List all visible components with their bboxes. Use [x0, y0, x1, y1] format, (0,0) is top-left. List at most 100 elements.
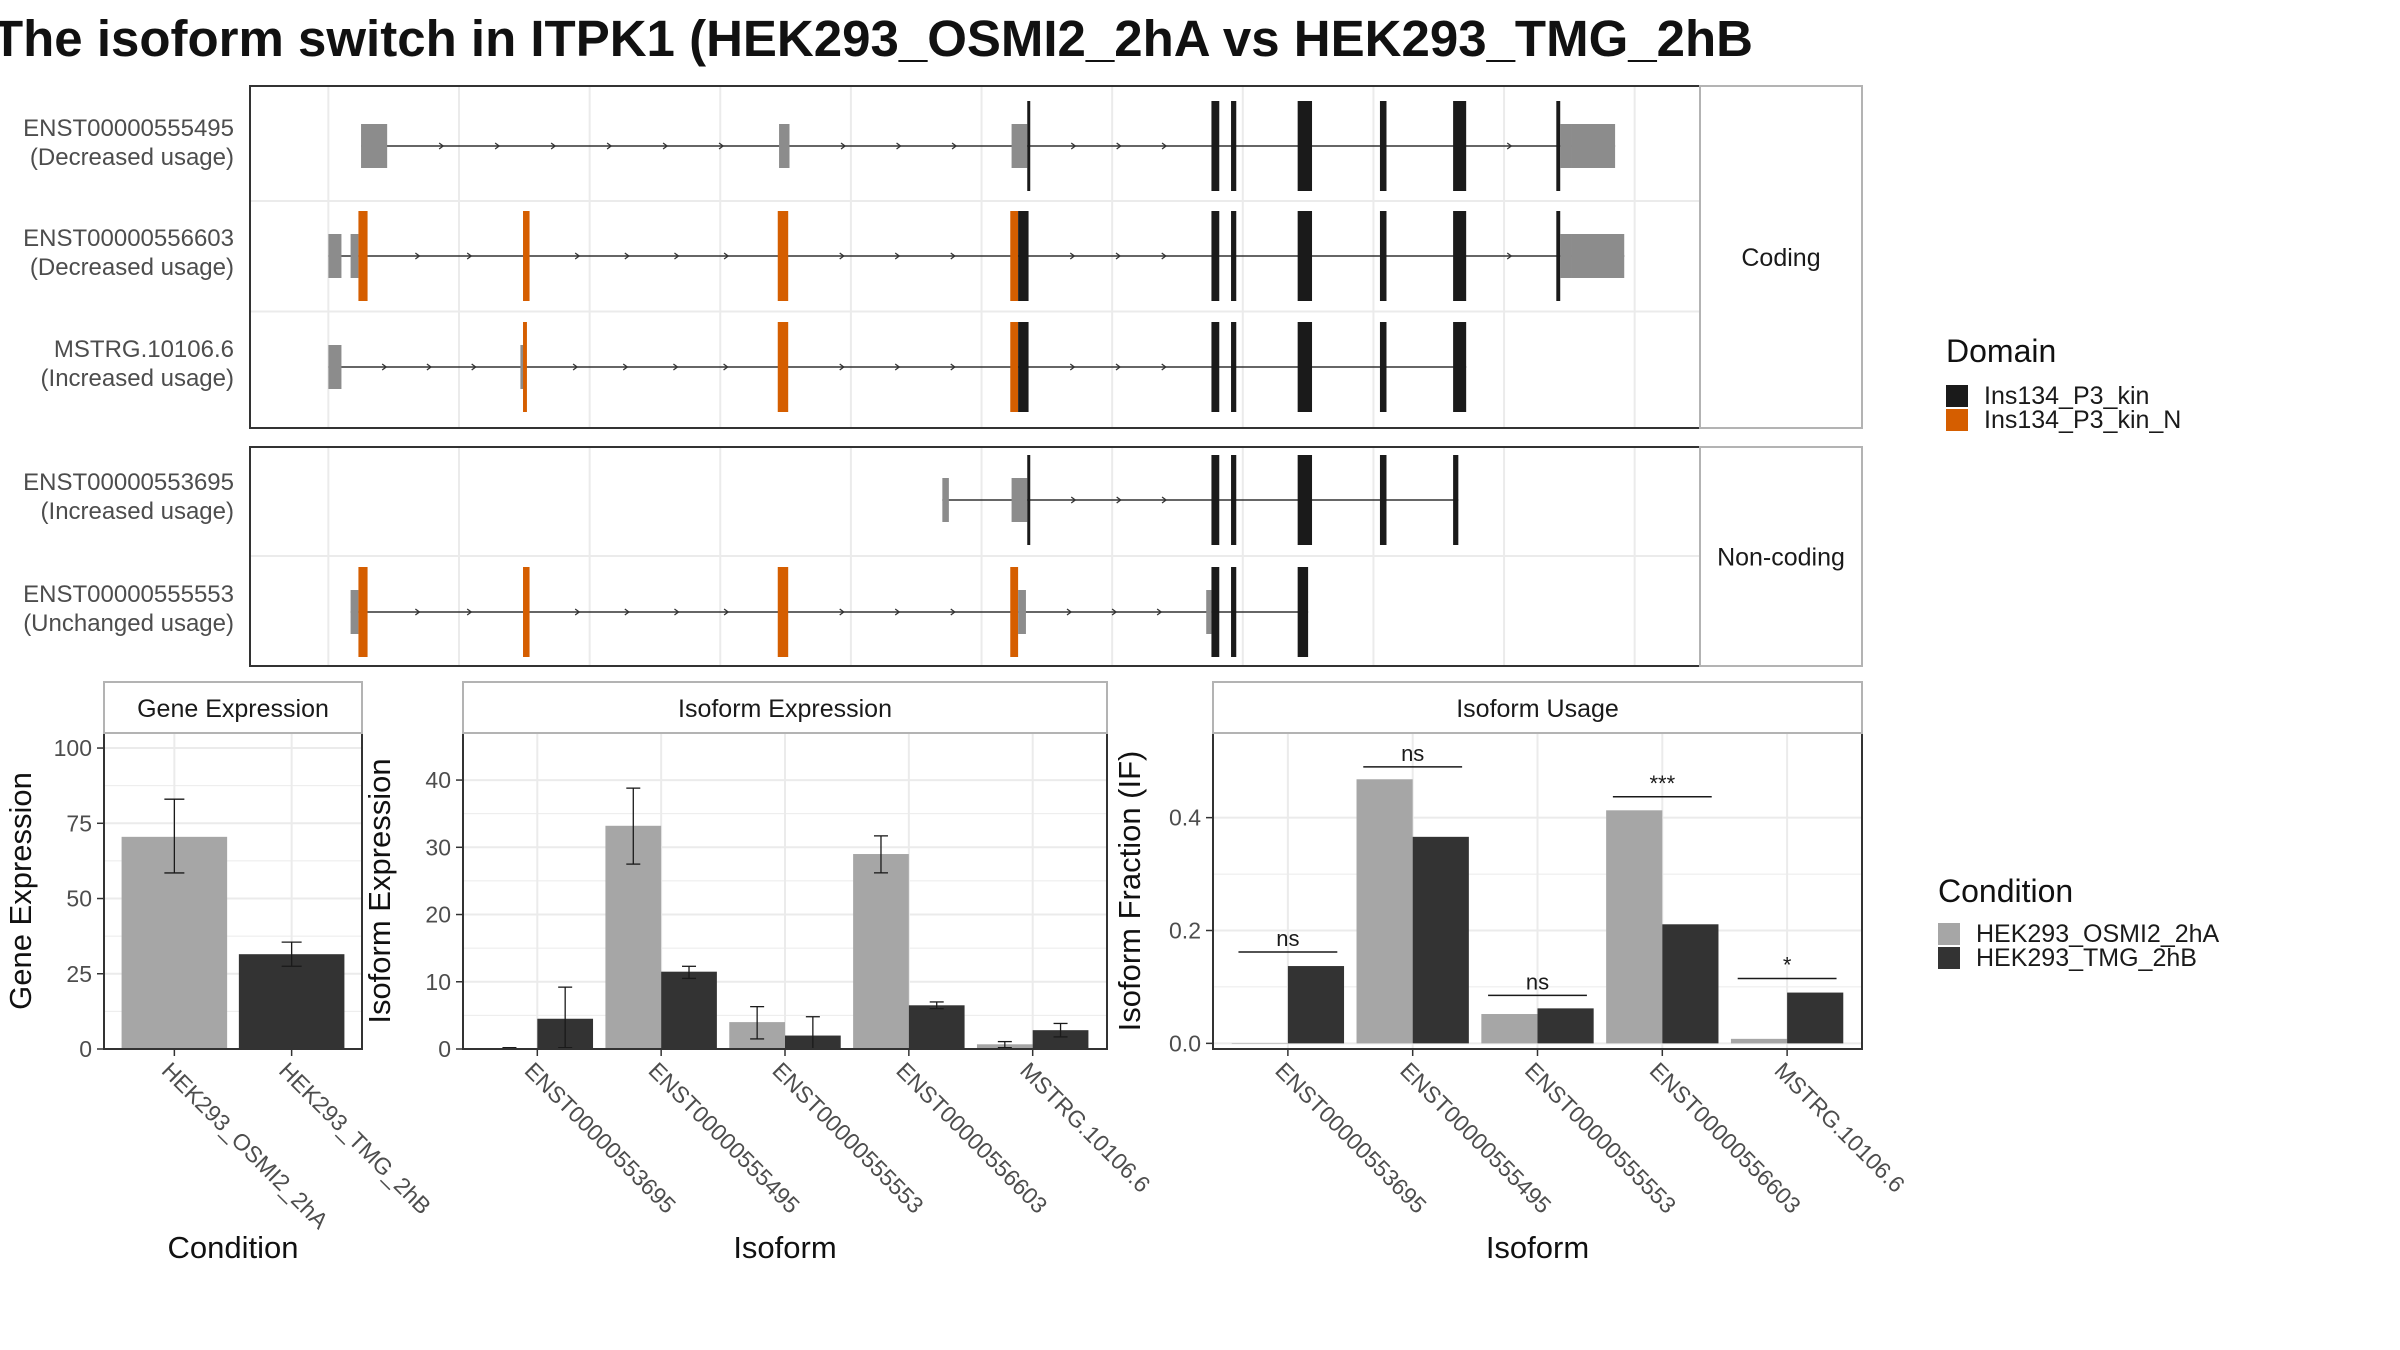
strand-arrow — [1116, 496, 1122, 504]
strand-arrow — [718, 142, 725, 150]
bar — [1787, 992, 1844, 1044]
exon-block — [523, 567, 530, 657]
exon-block — [350, 590, 359, 634]
bar — [1412, 836, 1469, 1044]
exon-block — [1560, 234, 1572, 278]
exon-block — [523, 322, 527, 412]
strand-arrow — [839, 363, 845, 371]
exon-block — [1297, 322, 1313, 412]
exon-block — [942, 478, 949, 522]
bar — [1537, 1008, 1594, 1044]
legend-label: HEK293_TMG_2hB — [1976, 944, 2197, 972]
exon-block — [328, 234, 342, 278]
strand-arrow — [723, 608, 730, 616]
facet-strip-label: Coding — [1741, 244, 1820, 272]
facet-strip — [1699, 85, 1863, 429]
transcript-row: ENST00000555553(Unchanged usage) — [23, 567, 1309, 657]
exon-block — [1206, 590, 1212, 634]
transcript-row: ENST00000555495(Decreased usage) — [23, 101, 1616, 191]
facet-strip-label: Isoform Expression — [678, 695, 892, 723]
legend-swatch — [1938, 947, 1960, 969]
exon-block — [1027, 455, 1031, 545]
strand-arrow — [662, 142, 669, 150]
bar — [1231, 1043, 1288, 1044]
exon-block — [777, 211, 789, 301]
transcript-row: ENST00000553695(Increased usage) — [23, 455, 1459, 545]
transcript-usage-label: (Increased usage) — [41, 365, 234, 392]
transcript-usage-label: (Decreased usage) — [30, 144, 234, 171]
legend-title: Domain — [1946, 333, 2056, 369]
strand-arrow — [1066, 608, 1073, 616]
bar — [1730, 1038, 1788, 1044]
exon-block — [1211, 455, 1220, 545]
strand-arrow — [381, 363, 388, 371]
y-tick-label: 30 — [425, 834, 451, 860]
strand-arrow — [624, 608, 630, 616]
y-axis-title: Isoform Expression — [362, 758, 397, 1023]
exon-block — [777, 322, 789, 412]
strand-arrow — [839, 252, 845, 260]
strand-arrow — [894, 363, 901, 371]
exon-block — [350, 234, 359, 278]
strand-arrow — [574, 608, 581, 616]
significance-label: ns — [1401, 741, 1424, 766]
facet-strip-label: Isoform Usage — [1456, 695, 1619, 723]
exon-block — [1231, 211, 1237, 301]
x-axis-title: Condition — [168, 1230, 299, 1265]
strand-arrow — [673, 363, 679, 371]
exon-block — [1379, 322, 1387, 412]
exon-block — [1453, 101, 1467, 191]
legend-swatch — [1938, 923, 1960, 945]
strand-arrow — [1070, 496, 1077, 504]
exon-block — [358, 567, 368, 657]
bar — [1032, 1030, 1089, 1049]
exon-block — [1453, 322, 1467, 412]
exon-block — [1211, 211, 1220, 301]
legend-swatch — [1946, 385, 1968, 407]
exon-block — [1211, 567, 1220, 657]
strand-arrow — [1506, 252, 1513, 260]
transcript-usage-label: (Decreased usage) — [30, 254, 234, 281]
legend-label: HEK293_OSMI2_2hA — [1976, 920, 2220, 948]
exon-block — [1010, 322, 1019, 412]
y-tick-label: 50 — [66, 886, 92, 912]
exon-block — [520, 345, 524, 389]
strand-arrow — [840, 142, 847, 150]
strand-arrow — [951, 142, 958, 150]
y-tick-label: 0.4 — [1169, 805, 1201, 831]
strand-arrow — [574, 252, 581, 260]
exon-block — [1556, 101, 1561, 191]
exon-block — [1231, 101, 1237, 191]
x-tick-label: MSTRG.10106.6 — [1770, 1057, 1910, 1197]
strand-arrow — [414, 252, 421, 260]
legend-label: Ins134_P3_kin — [1984, 382, 2149, 410]
y-tick-label: 100 — [54, 735, 92, 761]
exon-block — [1556, 211, 1561, 301]
y-tick-label: 40 — [425, 767, 451, 793]
strand-arrow — [572, 363, 579, 371]
bar — [853, 854, 909, 1049]
transcript-id-label: MSTRG.10106.6 — [54, 336, 234, 363]
transcript-usage-label: (Increased usage) — [41, 498, 234, 525]
exon-block — [1027, 101, 1031, 191]
facet-strip — [462, 681, 1108, 734]
significance-label: ns — [1526, 969, 1549, 994]
exon-block — [1231, 322, 1237, 412]
strand-arrow — [674, 252, 680, 260]
strand-arrow — [624, 252, 630, 260]
transcript-id-label: ENST00000553695 — [23, 469, 234, 496]
exon-block — [1011, 478, 1028, 522]
transcript-usage-label: (Unchanged usage) — [23, 610, 234, 637]
transcript-row: MSTRG.10106.6(Increased usage) — [41, 322, 1467, 412]
strand-arrow — [1111, 608, 1118, 616]
strand-arrow — [1115, 363, 1122, 371]
facet-strip — [1699, 446, 1863, 667]
bar — [1287, 966, 1345, 1044]
bar — [1356, 779, 1413, 1044]
strand-arrow — [1161, 363, 1167, 371]
facet-strip — [103, 681, 363, 734]
